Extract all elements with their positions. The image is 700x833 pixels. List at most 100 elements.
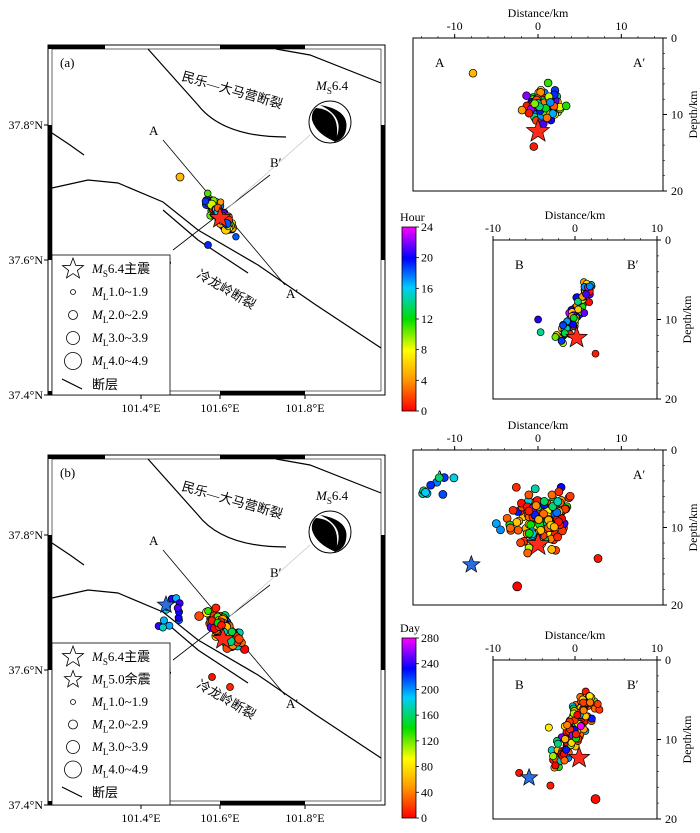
profile-label-A2: A′ xyxy=(286,696,298,711)
legend-text: ML3.0~3.9 xyxy=(91,330,148,348)
colorbar-tick-label: 8 xyxy=(421,343,427,357)
legend-text: 断层 xyxy=(92,785,118,800)
hypocenter-dot xyxy=(438,490,448,499)
aftershock-star xyxy=(519,767,539,786)
hypocenter-dot xyxy=(524,506,534,516)
colorbar-tick-label: 40 xyxy=(421,785,433,799)
fault-line xyxy=(51,179,382,349)
legend-text: MS6.4主震 xyxy=(91,649,150,667)
hypocenter-dot xyxy=(574,297,582,306)
hypocenter-dot xyxy=(572,730,580,739)
map-x-tick-label: 101.8°E xyxy=(285,401,324,415)
hypocenter-dot xyxy=(516,538,525,548)
map-x-tick-label: 101.6°E xyxy=(200,401,239,415)
hypocenter-dot xyxy=(543,78,553,88)
hypocenter-dot xyxy=(553,532,562,542)
profile-x-tick-label: 0 xyxy=(535,19,541,33)
map-y-tick-label: 37.6°N xyxy=(9,663,44,677)
profile-x-tick-label: -10 xyxy=(447,19,463,33)
epicenter-dot xyxy=(204,607,212,615)
profile-xlabel: Distance/km xyxy=(508,6,569,20)
profile-x-tick-label: 0 xyxy=(572,221,578,235)
profile-ylabel: Depth/km xyxy=(680,295,694,344)
epicenter-dot xyxy=(159,616,168,625)
legend-text: 断层 xyxy=(92,377,118,392)
profile-y-tick-label: 20 xyxy=(671,184,683,198)
hypocenter-dot xyxy=(547,545,557,554)
legend-text: ML2.0~2.9 xyxy=(91,307,148,325)
hypocenter-dot xyxy=(468,68,478,78)
hypocenter-dot xyxy=(536,328,545,337)
hypocenter-dot xyxy=(522,91,531,100)
mainshock-star xyxy=(567,745,591,768)
legend-text: ML4.0~4.9 xyxy=(91,353,148,371)
profile-x-tick-label: 0 xyxy=(535,431,541,445)
profile-label-B2: B′ xyxy=(270,565,282,580)
hypocenter-dot xyxy=(590,794,601,804)
map-x-tick-label: 101.6°E xyxy=(200,811,239,825)
map-y-tick-label: 37.4°N xyxy=(9,798,44,812)
fault-line xyxy=(162,209,249,274)
hypocenter-dot xyxy=(574,305,583,314)
hypocenter-dot xyxy=(529,142,539,151)
hypocenter-dot xyxy=(549,752,558,761)
map-border-bar xyxy=(220,455,305,459)
epicenter-dot xyxy=(165,621,174,630)
hypocenter-dot xyxy=(585,298,594,307)
legend-star-marker xyxy=(61,256,85,279)
map-x-tick-label: 101.4°E xyxy=(121,401,160,415)
epicenter-dot xyxy=(175,172,185,182)
hypocenter-dot xyxy=(496,525,505,535)
map-border-bar xyxy=(381,125,385,260)
mainshock-star xyxy=(208,205,232,228)
hypocenter-dot xyxy=(548,109,558,118)
mainshock-label: MS6.4 xyxy=(315,488,349,506)
legend-circle-marker xyxy=(66,331,80,345)
profile-y-tick-label: 20 xyxy=(671,598,683,612)
legend-star-marker xyxy=(63,669,83,688)
profile-y-tick-label: 0 xyxy=(665,653,671,667)
profile-y-tick-label: 20 xyxy=(665,392,677,406)
profile-end-label-right: A′ xyxy=(633,467,645,482)
hypocenter-dot xyxy=(562,745,571,754)
map-legend-b: MS6.4主震 ML5.0余震 ML1.0~1.9 ML2.0~2.9 ML3.0~3.… xyxy=(51,642,171,806)
hypocenter-dot xyxy=(512,581,523,592)
legend-text: ML3.0~3.9 xyxy=(91,739,148,757)
colorbar-tick-label: 24 xyxy=(421,220,433,234)
hypocenter-dot xyxy=(569,314,578,322)
hypocenter-dot xyxy=(517,105,527,115)
hypocenter-dot xyxy=(579,698,588,707)
hypocenter-dot xyxy=(542,113,552,123)
colorbar-tick-label: 200 xyxy=(421,682,439,696)
epicenter-dot xyxy=(226,683,234,691)
hypocenter-dot xyxy=(523,548,533,558)
legend-text: MS6.4主震 xyxy=(91,261,150,279)
map-legend-a: MS6.4主震 ML1.0~1.9 ML2.0~2.9 ML3.0~3.9 ML4.0~… xyxy=(51,254,171,396)
map-border-bar xyxy=(48,455,105,459)
fault-line xyxy=(147,458,287,548)
fault-line xyxy=(275,458,382,494)
profile-end-label-right: B′ xyxy=(627,257,639,272)
legend-text: ML5.0余震 xyxy=(91,672,151,690)
hypocenter-dot xyxy=(561,735,570,744)
hypocenter-dot xyxy=(539,497,549,506)
colorbar-title: Hour xyxy=(400,210,425,224)
colorbar-tick-label: 4 xyxy=(421,373,427,387)
profile-y-tick-label: 0 xyxy=(671,443,677,457)
legend-circle-marker xyxy=(66,740,80,754)
colorbar-tick-label: 16 xyxy=(421,281,433,295)
hypocenter-dot xyxy=(552,508,562,517)
epicenter-dot xyxy=(203,189,212,198)
hypocenter-dot xyxy=(449,473,459,483)
legend-box xyxy=(51,254,171,396)
profile-y-tick-label: 0 xyxy=(665,233,671,247)
profile-label-A: A xyxy=(149,123,159,138)
hypocenter-dot xyxy=(508,505,518,515)
hypocenter-dot xyxy=(530,99,539,108)
beachball-link xyxy=(219,134,311,216)
hypocenter-dot xyxy=(561,101,571,111)
legend-circle-marker xyxy=(64,352,82,370)
hypocenter-dot xyxy=(531,501,541,510)
mainshock-label: MS6.4 xyxy=(315,78,349,96)
